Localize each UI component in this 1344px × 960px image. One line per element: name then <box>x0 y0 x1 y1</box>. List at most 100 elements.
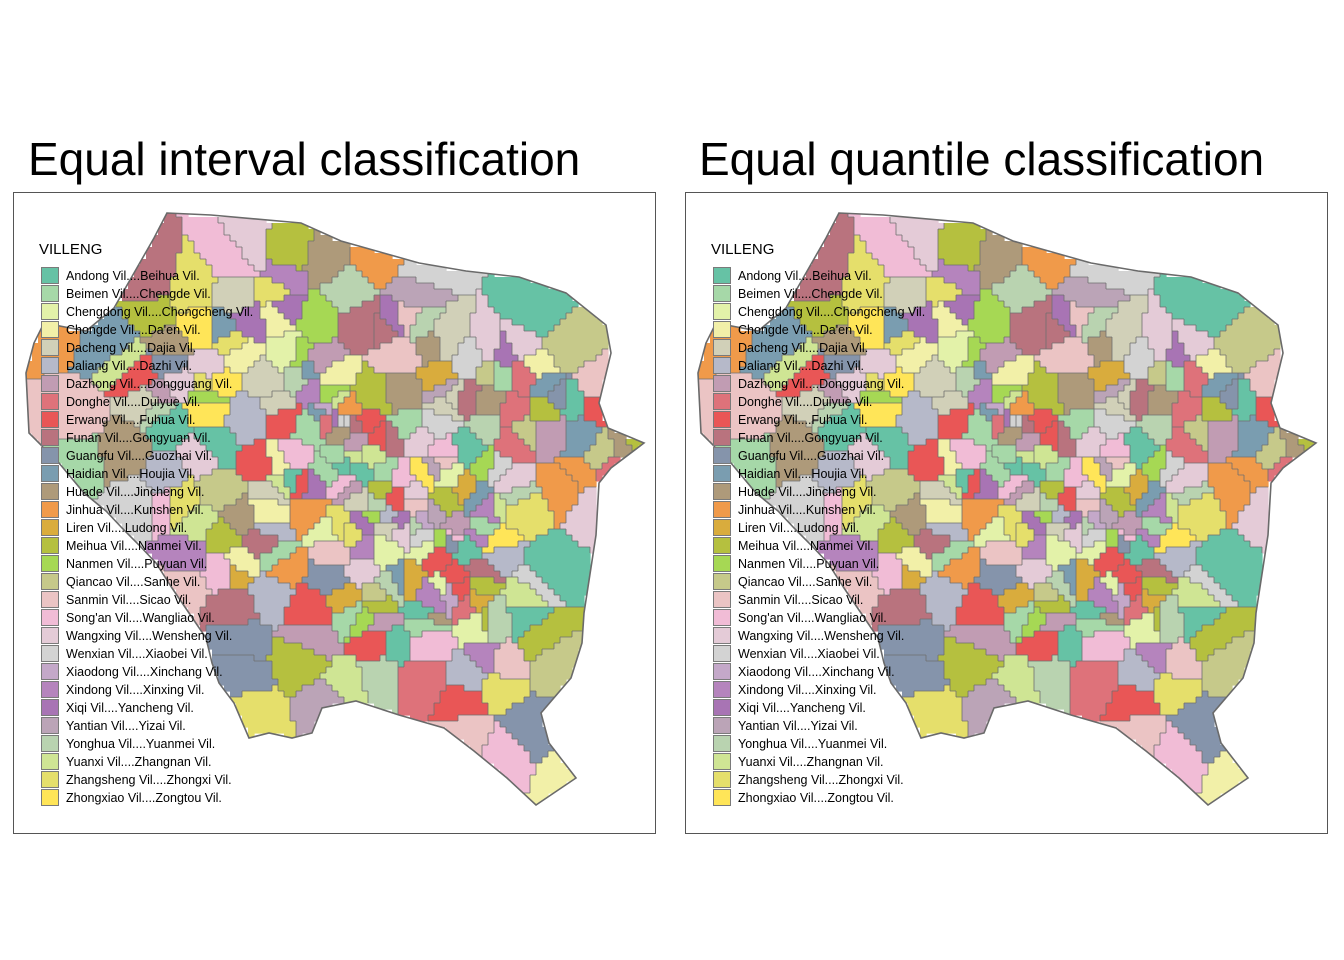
map-legend: VILLENG Andong Vil....Beihua Vil. Beimen … <box>39 241 289 807</box>
legend-swatch <box>713 699 731 716</box>
legend-label: Beimen Vil....Chengde Vil. <box>738 287 883 301</box>
legend-item: Zhangsheng Vil....Zhongxi Vil. <box>711 771 961 789</box>
legend-item: Funan Vil....Gongyuan Vil. <box>711 429 961 447</box>
legend-item: Chongde Vil....Da'en Vil. <box>39 321 289 339</box>
legend-label: Andong Vil....Beihua Vil. <box>738 269 872 283</box>
legend-swatch <box>713 465 731 482</box>
legend-swatch <box>713 321 731 338</box>
legend-label: Wangxing Vil....Wensheng Vil. <box>738 629 905 643</box>
legend-item: Chongde Vil....Da'en Vil. <box>711 321 961 339</box>
legend-label: Song'an Vil....Wangliao Vil. <box>738 611 887 625</box>
map-frame: VILLENG Andong Vil....Beihua Vil. Beimen … <box>13 192 656 834</box>
legend-label: Guangfu Vil....Guozhai Vil. <box>66 449 213 463</box>
legend-item: Yantian Vil....Yizai Vil. <box>39 717 289 735</box>
legend-label: Chongde Vil....Da'en Vil. <box>738 323 873 337</box>
legend-swatch <box>41 591 59 608</box>
legend-swatch <box>713 519 731 536</box>
legend-item: Dazhong Vil....Dongguang Vil. <box>711 375 961 393</box>
legend-swatch <box>713 735 731 752</box>
legend-item: Daliang Vil....Dazhi Vil. <box>711 357 961 375</box>
legend-swatch <box>41 717 59 734</box>
legend-item: Yonghua Vil....Yuanmei Vil. <box>711 735 961 753</box>
legend-swatch <box>713 753 731 770</box>
legend-label: Nanmen Vil....Puyuan Vil. <box>738 557 880 571</box>
legend-label: Funan Vil....Gongyuan Vil. <box>738 431 883 445</box>
legend-label: Haidian Vil....Houjia Vil. <box>738 467 868 481</box>
legend-item: Jinhua Vil....Kunshen Vil. <box>39 501 289 519</box>
legend-item: Huade Vil....Jincheng Vil. <box>39 483 289 501</box>
legend-item: Wangxing Vil....Wensheng Vil. <box>711 627 961 645</box>
legend-label: Huade Vil....Jincheng Vil. <box>738 485 877 499</box>
legend-item: Meihua Vil....Nanmei Vil. <box>711 537 961 555</box>
legend-label: Xindong Vil....Xinxing Vil. <box>738 683 877 697</box>
legend-label: Yuanxi Vil....Zhangnan Vil. <box>738 755 884 769</box>
legend-item: Wenxian Vil....Xiaobei Vil. <box>711 645 961 663</box>
legend-title: VILLENG <box>711 241 775 258</box>
legend-item: Donghe Vil....Duiyue Vil. <box>39 393 289 411</box>
legend-swatch <box>41 483 59 500</box>
legend-label: Huade Vil....Jincheng Vil. <box>66 485 205 499</box>
legend-item: Dacheng Vil....Dajia Vil. <box>39 339 289 357</box>
legend-swatch <box>41 627 59 644</box>
legend-item: Donghe Vil....Duiyue Vil. <box>711 393 961 411</box>
legend-item: Sanmin Vil....Sicao Vil. <box>39 591 289 609</box>
legend-item: Wenxian Vil....Xiaobei Vil. <box>39 645 289 663</box>
legend-label: Erwang Vil....Fuhua Vil. <box>66 413 196 427</box>
legend-swatch <box>713 573 731 590</box>
legend-title: VILLENG <box>39 241 103 258</box>
legend-label: Xiqi Vil....Yancheng Vil. <box>738 701 866 715</box>
legend-label: Nanmen Vil....Puyuan Vil. <box>66 557 208 571</box>
legend-swatch <box>713 303 731 320</box>
legend-swatch <box>41 537 59 554</box>
legend-item: Daliang Vil....Dazhi Vil. <box>39 357 289 375</box>
legend-swatch <box>713 375 731 392</box>
legend-label: Xindong Vil....Xinxing Vil. <box>66 683 205 697</box>
panel-equal-quantile: Equal quantile classification VILLENG An… <box>672 0 1344 960</box>
legend-swatch <box>713 483 731 500</box>
legend-item: Qiancao Vil....Sanhe Vil. <box>39 573 289 591</box>
legend-item: Chengdong Vil....Chongcheng Vil. <box>39 303 289 321</box>
legend-item: Xindong Vil....Xinxing Vil. <box>711 681 961 699</box>
legend-swatch <box>713 357 731 374</box>
legend-label: Sanmin Vil....Sicao Vil. <box>738 593 864 607</box>
legend-swatch <box>713 789 731 806</box>
legend-item: Liren Vil....Ludong Vil. <box>39 519 289 537</box>
legend-swatch <box>713 285 731 302</box>
legend-label: Dazhong Vil....Dongguang Vil. <box>738 377 905 391</box>
legend-swatch <box>41 735 59 752</box>
legend-label: Meihua Vil....Nanmei Vil. <box>738 539 874 553</box>
panel-title: Equal interval classification <box>28 133 581 185</box>
legend-item: Funan Vil....Gongyuan Vil. <box>39 429 289 447</box>
legend-label: Liren Vil....Ludong Vil. <box>738 521 860 535</box>
legend-swatch <box>41 555 59 572</box>
legend-item: Xiqi Vil....Yancheng Vil. <box>711 699 961 717</box>
panel-equal-interval: Equal interval classification VILLENG An… <box>13 133 656 834</box>
legend-swatch <box>713 645 731 662</box>
legend-swatch <box>41 645 59 662</box>
legend-swatch <box>713 393 731 410</box>
legend-swatch <box>713 555 731 572</box>
legend-items: Andong Vil....Beihua Vil. Beimen Vil....C… <box>711 267 961 807</box>
legend-swatch <box>41 393 59 410</box>
legend-swatch <box>41 609 59 626</box>
legend-item: Song'an Vil....Wangliao Vil. <box>39 609 289 627</box>
legend-item: Xiaodong Vil....Xinchang Vil. <box>39 663 289 681</box>
legend-swatch <box>713 771 731 788</box>
legend-item: Erwang Vil....Fuhua Vil. <box>711 411 961 429</box>
legend-label: Erwang Vil....Fuhua Vil. <box>738 413 868 427</box>
legend-label: Yonghua Vil....Yuanmei Vil. <box>738 737 888 751</box>
legend-label: Yonghua Vil....Yuanmei Vil. <box>66 737 216 751</box>
legend-items: Andong Vil....Beihua Vil. Beimen Vil....C… <box>39 267 289 807</box>
legend-swatch <box>713 447 731 464</box>
legend-swatch <box>41 375 59 392</box>
legend-swatch <box>713 339 731 356</box>
legend-swatch <box>713 501 731 518</box>
legend-swatch <box>41 429 59 446</box>
legend-label: Jinhua Vil....Kunshen Vil. <box>738 503 876 517</box>
legend-item: Yonghua Vil....Yuanmei Vil. <box>39 735 289 753</box>
legend-item: Dazhong Vil....Dongguang Vil. <box>39 375 289 393</box>
legend-label: Yuanxi Vil....Zhangnan Vil. <box>66 755 212 769</box>
legend-label: Yantian Vil....Yizai Vil. <box>738 719 858 733</box>
legend-swatch <box>41 789 59 806</box>
legend-label: Beimen Vil....Chengde Vil. <box>66 287 211 301</box>
